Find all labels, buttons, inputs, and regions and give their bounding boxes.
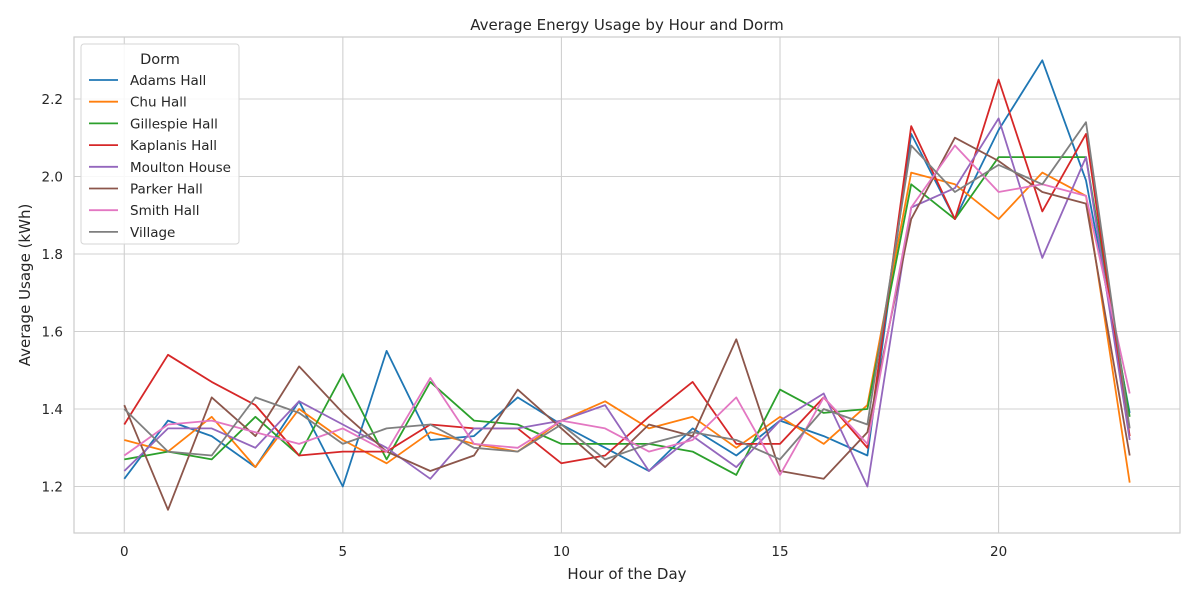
legend-box <box>80 43 240 245</box>
x-axis-title: Hour of the Day <box>567 565 686 583</box>
series-line-smith-hall <box>123 144 1131 476</box>
series-line-chu-hall <box>124 171 1131 483</box>
series-line-moulton-house <box>123 117 1131 488</box>
legend-label-smith-hall: Smith Hall <box>130 203 200 219</box>
x-tick-label: 15 <box>771 544 788 560</box>
series-line-village <box>123 121 1131 461</box>
x-tick-label: 20 <box>990 544 1007 560</box>
y-tick-label: 1.4 <box>42 402 63 418</box>
legend-label-village: Village <box>130 225 175 241</box>
legend-label-gillespie-hall: Gillespie Hall <box>130 116 218 132</box>
x-tick-label: 5 <box>339 544 348 560</box>
legend-label-adams-hall: Adams Hall <box>130 73 206 89</box>
y-tick-label: 2.2 <box>42 92 63 108</box>
legend-label-parker-hall: Parker Hall <box>130 182 203 198</box>
tick-labels: 0 5 10 15 20 1.2 1.4 1.6 1.8 2.0 2.2 <box>42 92 1008 560</box>
x-tick-label: 0 <box>120 544 129 560</box>
y-tick-label: 1.8 <box>42 247 63 263</box>
series-line-kaplanis-hall <box>123 78 1131 465</box>
legend-items: Adams Hall Chu Hall Gillespie Hall Kaplanis… <box>89 73 231 241</box>
series-line-gillespie-hall <box>124 156 1131 476</box>
y-tick-label: 1.2 <box>42 480 63 496</box>
series-line-parker-hall <box>123 136 1131 511</box>
series-lines <box>123 59 1131 511</box>
series-line-adams-hall <box>123 59 1131 488</box>
legend-label-chu-hall: Chu Hall <box>130 95 187 111</box>
y-axis-title: Average Usage (kWh) <box>16 204 34 367</box>
y-tick-label: 1.6 <box>42 325 63 341</box>
legend-title: Dorm <box>140 52 180 68</box>
legend-label-moulton-house: Moulton House <box>130 160 231 176</box>
plot-frame <box>73 36 1181 534</box>
y-tick-label: 2.0 <box>42 170 63 186</box>
chart-title: Average Energy Usage by Hour and Dorm <box>470 16 783 34</box>
legend: Dorm Adams Hall Chu Hall Gillespie Hall Kap… <box>80 43 240 245</box>
x-tick-label: 10 <box>553 544 570 560</box>
legend-label-kaplanis-hall: Kaplanis Hall <box>130 138 217 154</box>
